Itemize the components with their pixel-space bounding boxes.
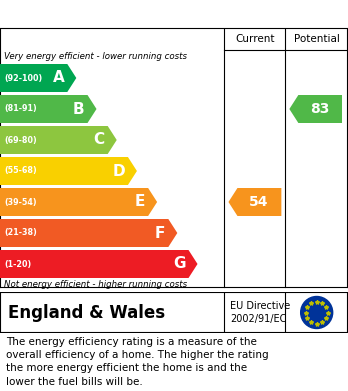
Text: Potential: Potential	[294, 34, 340, 44]
Text: (92-100): (92-100)	[4, 74, 42, 83]
Text: F: F	[155, 226, 165, 240]
Text: (69-80): (69-80)	[4, 136, 37, 145]
Text: Current: Current	[235, 34, 275, 44]
Text: The energy efficiency rating is a measure of the
overall efficiency of a home. T: The energy efficiency rating is a measur…	[6, 337, 269, 387]
Text: Very energy efficient - lower running costs: Very energy efficient - lower running co…	[4, 52, 187, 61]
Text: C: C	[94, 133, 105, 147]
Text: EU Directive: EU Directive	[230, 301, 291, 310]
Text: England & Wales: England & Wales	[8, 303, 165, 321]
Text: Not energy efficient - higher running costs: Not energy efficient - higher running co…	[4, 280, 187, 289]
Polygon shape	[228, 188, 282, 216]
Text: A: A	[53, 70, 64, 86]
Polygon shape	[0, 126, 117, 154]
Text: (55-68): (55-68)	[4, 167, 37, 176]
Polygon shape	[0, 250, 198, 278]
Text: (81-91): (81-91)	[4, 104, 37, 113]
Text: 2002/91/EC: 2002/91/EC	[230, 314, 287, 325]
Polygon shape	[0, 95, 96, 123]
Text: Energy Efficiency Rating: Energy Efficiency Rating	[8, 7, 229, 22]
Text: (21-38): (21-38)	[4, 228, 37, 237]
Polygon shape	[289, 95, 342, 123]
Circle shape	[301, 296, 333, 328]
Polygon shape	[0, 64, 76, 92]
Text: (1-20): (1-20)	[4, 260, 31, 269]
Polygon shape	[0, 188, 157, 216]
Text: B: B	[73, 102, 85, 117]
Text: (39-54): (39-54)	[4, 197, 37, 206]
Text: 54: 54	[249, 195, 269, 209]
Polygon shape	[0, 157, 137, 185]
Polygon shape	[0, 219, 177, 247]
Text: G: G	[173, 256, 185, 271]
Text: E: E	[135, 194, 145, 210]
Text: 83: 83	[310, 102, 329, 116]
Text: D: D	[112, 163, 125, 179]
